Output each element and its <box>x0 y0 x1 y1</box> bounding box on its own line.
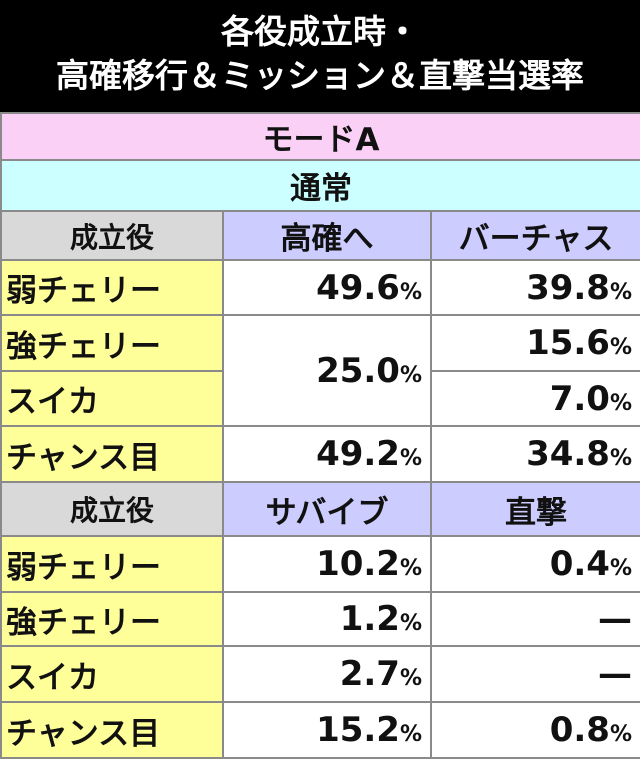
title-line: 各役成立時・ <box>221 12 419 51</box>
header-cell: 成立役 <box>0 481 224 537</box>
rate-cell: — <box>429 591 640 647</box>
title-bar: 各役成立時・ 高確移行＆ミッション＆直撃当選率 <box>0 0 640 112</box>
state-row: 通常 <box>0 159 640 212</box>
role-cell: スイカ <box>0 370 224 427</box>
header-cell: 成立役 <box>0 210 224 261</box>
rate-cell: 10.2% <box>222 535 432 593</box>
rate-cell: 25.0% <box>222 314 432 427</box>
rate-cell: 15.6% <box>429 314 640 372</box>
role-cell: チャンス目 <box>0 701 224 759</box>
role-cell: 強チェリー <box>0 314 224 372</box>
role-cell: 弱チェリー <box>0 259 224 316</box>
rate-cell: 49.6% <box>222 259 432 316</box>
role-cell: 強チェリー <box>0 591 224 647</box>
role-cell: スイカ <box>0 645 224 703</box>
header-cell: バーチャス <box>429 210 640 261</box>
role-cell: チャンス目 <box>0 425 224 483</box>
rate-cell: 1.2% <box>222 591 432 647</box>
rate-cell: — <box>429 645 640 703</box>
header-cell: サバイブ <box>222 481 432 537</box>
rate-cell: 15.2% <box>222 701 432 759</box>
header-cell: 直撃 <box>429 481 640 537</box>
title-line: 高確移行＆ミッション＆直撃当選率 <box>56 56 584 95</box>
header-cell: 高確へ <box>222 210 432 261</box>
rate-cell: 34.8% <box>429 425 640 483</box>
mode-row: モードA <box>0 112 640 161</box>
rate-table: モードA 通常 成立役 高確へ バーチャス 弱チェリー 49.6% 39.8% … <box>0 112 640 759</box>
rate-cell: 49.2% <box>222 425 432 483</box>
rate-cell: 39.8% <box>429 259 640 316</box>
role-cell: 弱チェリー <box>0 535 224 593</box>
rate-cell: 2.7% <box>222 645 432 703</box>
rate-cell: 7.0% <box>429 370 640 427</box>
rate-cell: 0.4% <box>429 535 640 593</box>
